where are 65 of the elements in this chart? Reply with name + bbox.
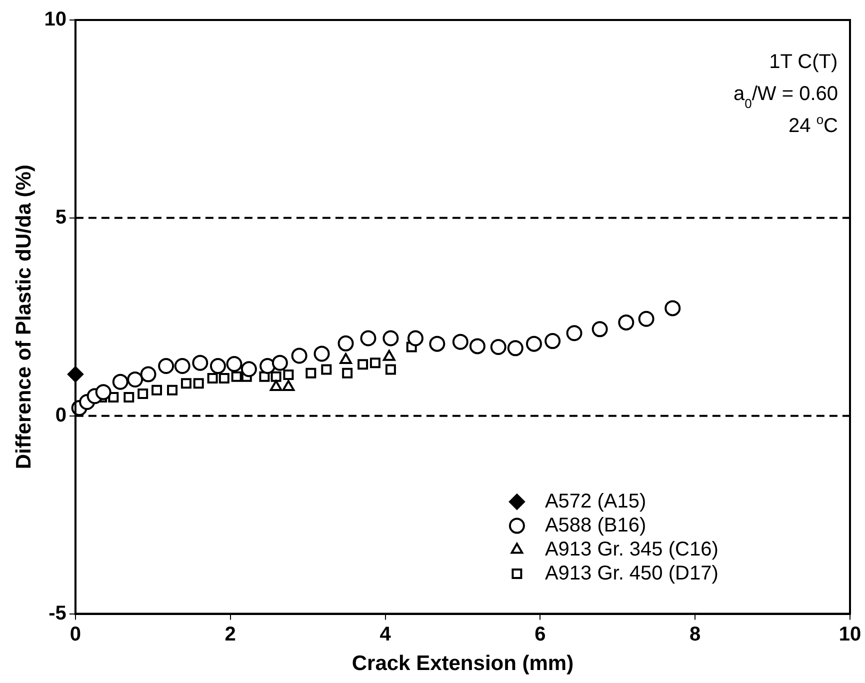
y-tick-label: -5 bbox=[48, 602, 66, 624]
point bbox=[382, 330, 399, 346]
point bbox=[152, 384, 162, 396]
point bbox=[138, 388, 148, 399]
y-tick-label: 5 bbox=[55, 206, 66, 228]
point bbox=[140, 366, 156, 382]
x-axis-title: Crack Extension (mm) bbox=[352, 652, 574, 676]
point bbox=[360, 330, 376, 346]
point bbox=[127, 371, 144, 388]
point bbox=[210, 358, 226, 374]
x-tick-label: 6 bbox=[534, 623, 546, 646]
point bbox=[306, 368, 316, 378]
y-axis-title: Difference of Plastic dU/da (%) bbox=[12, 164, 36, 470]
legend-label: A588 (B16) bbox=[544, 514, 646, 536]
point bbox=[259, 371, 270, 382]
point bbox=[526, 336, 542, 352]
legend-label: A913 Gr. 345 (C16) bbox=[544, 538, 718, 560]
point bbox=[452, 334, 468, 350]
point bbox=[260, 358, 276, 374]
point bbox=[192, 354, 208, 371]
point bbox=[664, 300, 681, 316]
point bbox=[592, 321, 608, 338]
y-tick-label: 0 bbox=[55, 404, 66, 426]
point bbox=[321, 364, 332, 375]
point bbox=[314, 346, 330, 362]
point bbox=[342, 368, 353, 378]
point bbox=[407, 330, 424, 346]
point bbox=[240, 361, 257, 378]
point bbox=[370, 358, 380, 368]
point bbox=[180, 378, 192, 389]
x-tick-label: 10 bbox=[838, 623, 862, 646]
point bbox=[226, 356, 242, 372]
point bbox=[174, 358, 190, 374]
point bbox=[385, 364, 396, 375]
point bbox=[207, 373, 218, 384]
point bbox=[490, 338, 506, 355]
point bbox=[231, 371, 242, 382]
point bbox=[283, 369, 294, 380]
point bbox=[193, 378, 204, 389]
point bbox=[429, 336, 446, 352]
legend-label: A913 Gr. 450 (D17) bbox=[544, 562, 718, 584]
point bbox=[544, 333, 561, 350]
point bbox=[272, 354, 288, 371]
point bbox=[218, 373, 230, 384]
point bbox=[167, 384, 178, 396]
point bbox=[618, 314, 634, 330]
x-tick-label: 8 bbox=[690, 623, 701, 646]
x-tick-label: 0 bbox=[70, 623, 82, 646]
x-tick-label: 4 bbox=[380, 623, 392, 646]
point bbox=[340, 353, 352, 364]
x-tick-label: 2 bbox=[224, 623, 236, 646]
point bbox=[566, 325, 582, 342]
point bbox=[270, 371, 282, 382]
legend-label: A572 (A15) bbox=[544, 490, 646, 512]
point bbox=[638, 310, 654, 327]
annotation: 1T C(T) bbox=[769, 51, 838, 73]
point bbox=[112, 374, 128, 390]
point bbox=[358, 359, 368, 370]
point bbox=[158, 358, 174, 374]
point bbox=[469, 338, 486, 354]
point bbox=[124, 392, 134, 403]
point bbox=[291, 348, 308, 364]
point bbox=[507, 340, 524, 356]
point bbox=[338, 335, 354, 352]
y-tick-label: 10 bbox=[44, 8, 66, 31]
